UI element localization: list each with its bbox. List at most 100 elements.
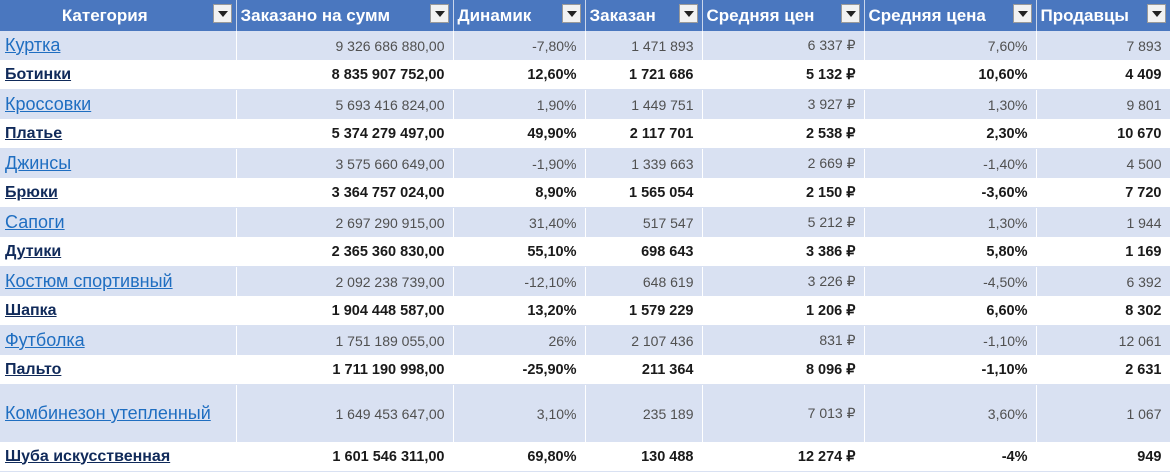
avg-price-change-cell[interactable]: -4% (864, 442, 1037, 472)
ordered-sum-cell[interactable]: 2 697 290 915,00 (236, 207, 454, 237)
dynamics-cell[interactable]: 31,40% (453, 207, 586, 237)
sellers-cell[interactable]: 10 670 (1036, 119, 1170, 149)
avg-price-change-cell[interactable]: -3,60% (864, 178, 1037, 208)
category-link[interactable]: Брюки (5, 183, 58, 201)
dynamics-cell[interactable]: 12,60% (453, 60, 586, 90)
dynamics-cell[interactable]: 49,90% (453, 119, 586, 149)
ordered-qty-cell[interactable]: 2 117 701 (585, 119, 703, 149)
category-link[interactable]: Футболка (5, 330, 85, 350)
category-link[interactable]: Ботинки (5, 65, 72, 83)
dynamics-cell[interactable]: 55,10% (453, 237, 586, 267)
sellers-cell[interactable]: 7 893 (1036, 31, 1170, 60)
category-cell[interactable]: Комбинезон утепленный (0, 384, 237, 442)
category-cell[interactable]: Джинсы (0, 148, 237, 178)
avg-price-cell[interactable]: 8 096 ₽ (702, 355, 865, 385)
category-link[interactable]: Пальто (5, 360, 62, 378)
avg-price-change-cell[interactable]: -1,40% (864, 148, 1037, 178)
avg-price-cell[interactable]: 831 ₽ (702, 325, 865, 355)
dynamics-cell[interactable]: 8,90% (453, 178, 586, 208)
avg-price-cell[interactable]: 5 132 ₽ (702, 60, 865, 90)
ordered-sum-cell[interactable]: 3 364 757 024,00 (236, 178, 454, 208)
avg-price-cell[interactable]: 3 927 ₽ (702, 89, 865, 119)
category-cell[interactable]: Брюки (0, 178, 237, 208)
dynamics-cell[interactable]: 1,90% (453, 89, 586, 119)
ordered-qty-cell[interactable]: 130 488 (585, 442, 703, 472)
sellers-cell[interactable]: 1 944 (1036, 207, 1170, 237)
ordered-qty-cell[interactable]: 2 107 436 (585, 325, 703, 355)
avg-price-change-cell[interactable]: 10,60% (864, 60, 1037, 90)
sellers-cell[interactable]: 4 409 (1036, 60, 1170, 90)
sellers-cell[interactable]: 9 801 (1036, 89, 1170, 119)
ordered-sum-cell[interactable]: 3 575 660 649,00 (236, 148, 454, 178)
sellers-cell[interactable]: 4 500 (1036, 148, 1170, 178)
category-cell[interactable]: Пальто (0, 355, 237, 385)
dynamics-cell[interactable]: 3,10% (453, 384, 586, 442)
ordered-sum-cell[interactable]: 8 835 907 752,00 (236, 60, 454, 90)
avg-price-cell[interactable]: 12 274 ₽ (702, 442, 865, 472)
avg-price-change-cell[interactable]: -4,50% (864, 266, 1037, 296)
avg-price-change-cell[interactable]: 5,80% (864, 237, 1037, 267)
ordered-sum-cell[interactable]: 1 711 190 998,00 (236, 355, 454, 385)
avg-price-change-cell[interactable]: 1,30% (864, 89, 1037, 119)
category-link[interactable]: Платье (5, 124, 63, 142)
avg-price-change-cell[interactable]: 6,60% (864, 296, 1037, 326)
sellers-cell[interactable]: 2 631 (1036, 355, 1170, 385)
ordered-qty-cell[interactable]: 1 471 893 (585, 31, 703, 60)
dynamics-cell[interactable]: -25,90% (453, 355, 586, 385)
avg-price-change-cell[interactable]: -1,10% (864, 325, 1037, 355)
ordered-qty-cell[interactable]: 1 449 751 (585, 89, 703, 119)
category-cell[interactable]: Костюм спортивный (0, 266, 237, 296)
category-cell[interactable]: Дутики (0, 237, 237, 267)
dynamics-cell[interactable]: -12,10% (453, 266, 586, 296)
dynamics-cell[interactable]: -1,90% (453, 148, 586, 178)
avg-price-cell[interactable]: 5 212 ₽ (702, 207, 865, 237)
category-cell[interactable]: Шуба искусственная (0, 442, 237, 472)
category-link[interactable]: Сапоги (5, 212, 65, 232)
ordered-qty-cell[interactable]: 648 619 (585, 266, 703, 296)
category-link[interactable]: Костюм спортивный (5, 271, 173, 291)
sellers-cell[interactable]: 7 720 (1036, 178, 1170, 208)
category-link[interactable]: Куртка (5, 35, 61, 55)
ordered-qty-cell[interactable]: 235 189 (585, 384, 703, 442)
sellers-cell[interactable]: 1 169 (1036, 237, 1170, 267)
ordered-qty-cell[interactable]: 517 547 (585, 207, 703, 237)
ordered-sum-cell[interactable]: 5 374 279 497,00 (236, 119, 454, 149)
category-cell[interactable]: Сапоги (0, 207, 237, 237)
category-cell[interactable]: Футболка (0, 325, 237, 355)
avg-price-change-cell[interactable]: 1,30% (864, 207, 1037, 237)
filter-dropdown-icon[interactable] (429, 4, 449, 23)
dynamics-cell[interactable]: 69,80% (453, 442, 586, 472)
sellers-cell[interactable]: 12 061 (1036, 325, 1170, 355)
avg-price-change-cell[interactable]: 7,60% (864, 31, 1037, 60)
dynamics-cell[interactable]: 26% (453, 325, 586, 355)
sellers-cell[interactable]: 949 (1036, 442, 1170, 472)
filter-dropdown-icon[interactable] (678, 4, 698, 23)
ordered-sum-cell[interactable]: 1 649 453 647,00 (236, 384, 454, 442)
filter-dropdown-icon[interactable] (1146, 4, 1166, 23)
avg-price-cell[interactable]: 2 150 ₽ (702, 178, 865, 208)
ordered-sum-cell[interactable]: 1 601 546 311,00 (236, 442, 454, 472)
category-cell[interactable]: Ботинки (0, 60, 237, 90)
ordered-sum-cell[interactable]: 1 751 189 055,00 (236, 325, 454, 355)
dynamics-cell[interactable]: 13,20% (453, 296, 586, 326)
category-link[interactable]: Дутики (5, 242, 62, 260)
ordered-sum-cell[interactable]: 5 693 416 824,00 (236, 89, 454, 119)
filter-dropdown-icon[interactable] (212, 4, 232, 23)
sellers-cell[interactable]: 8 302 (1036, 296, 1170, 326)
ordered-sum-cell[interactable]: 2 365 360 830,00 (236, 237, 454, 267)
sellers-cell[interactable]: 1 067 (1036, 384, 1170, 442)
avg-price-cell[interactable]: 2 669 ₽ (702, 148, 865, 178)
category-cell[interactable]: Кроссовки (0, 89, 237, 119)
avg-price-cell[interactable]: 6 337 ₽ (702, 31, 865, 60)
ordered-sum-cell[interactable]: 1 904 448 587,00 (236, 296, 454, 326)
category-link[interactable]: Комбинезон утепленный (5, 403, 211, 423)
ordered-qty-cell[interactable]: 1 565 054 (585, 178, 703, 208)
dynamics-cell[interactable]: -7,80% (453, 31, 586, 60)
category-cell[interactable]: Куртка (0, 31, 237, 60)
sellers-cell[interactable]: 6 392 (1036, 266, 1170, 296)
category-cell[interactable]: Шапка (0, 296, 237, 326)
avg-price-cell[interactable]: 7 013 ₽ (702, 384, 865, 442)
avg-price-cell[interactable]: 2 538 ₽ (702, 119, 865, 149)
ordered-qty-cell[interactable]: 1 721 686 (585, 60, 703, 90)
avg-price-cell[interactable]: 3 226 ₽ (702, 266, 865, 296)
